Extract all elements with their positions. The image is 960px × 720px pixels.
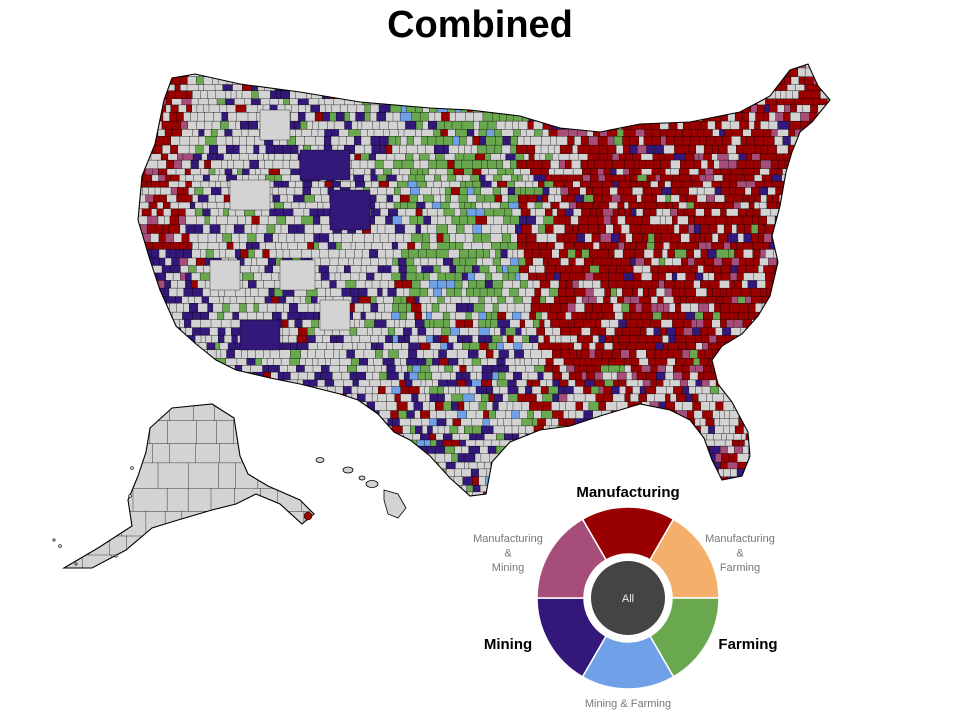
contiguous-us-outline [137,63,831,497]
legend-label-manufacturing-mining: Manufacturing & Mining [473,533,543,574]
legend-label-farming: Farming [718,636,777,653]
legend-center-label: All [622,593,634,605]
alaska-islands [52,466,134,566]
alaska-outline [61,403,315,569]
map-title: Combined [387,4,573,46]
legend-label-mining-farming: Mining & Farming [585,698,671,710]
legend-center-all [591,561,665,635]
legend-label-mining: Mining [484,636,532,653]
hawaii-islands [315,457,407,519]
legend-label-manufacturing-farming: Manufacturing & Farming [705,533,775,574]
legend-label-manufacturing: Manufacturing [576,484,679,501]
